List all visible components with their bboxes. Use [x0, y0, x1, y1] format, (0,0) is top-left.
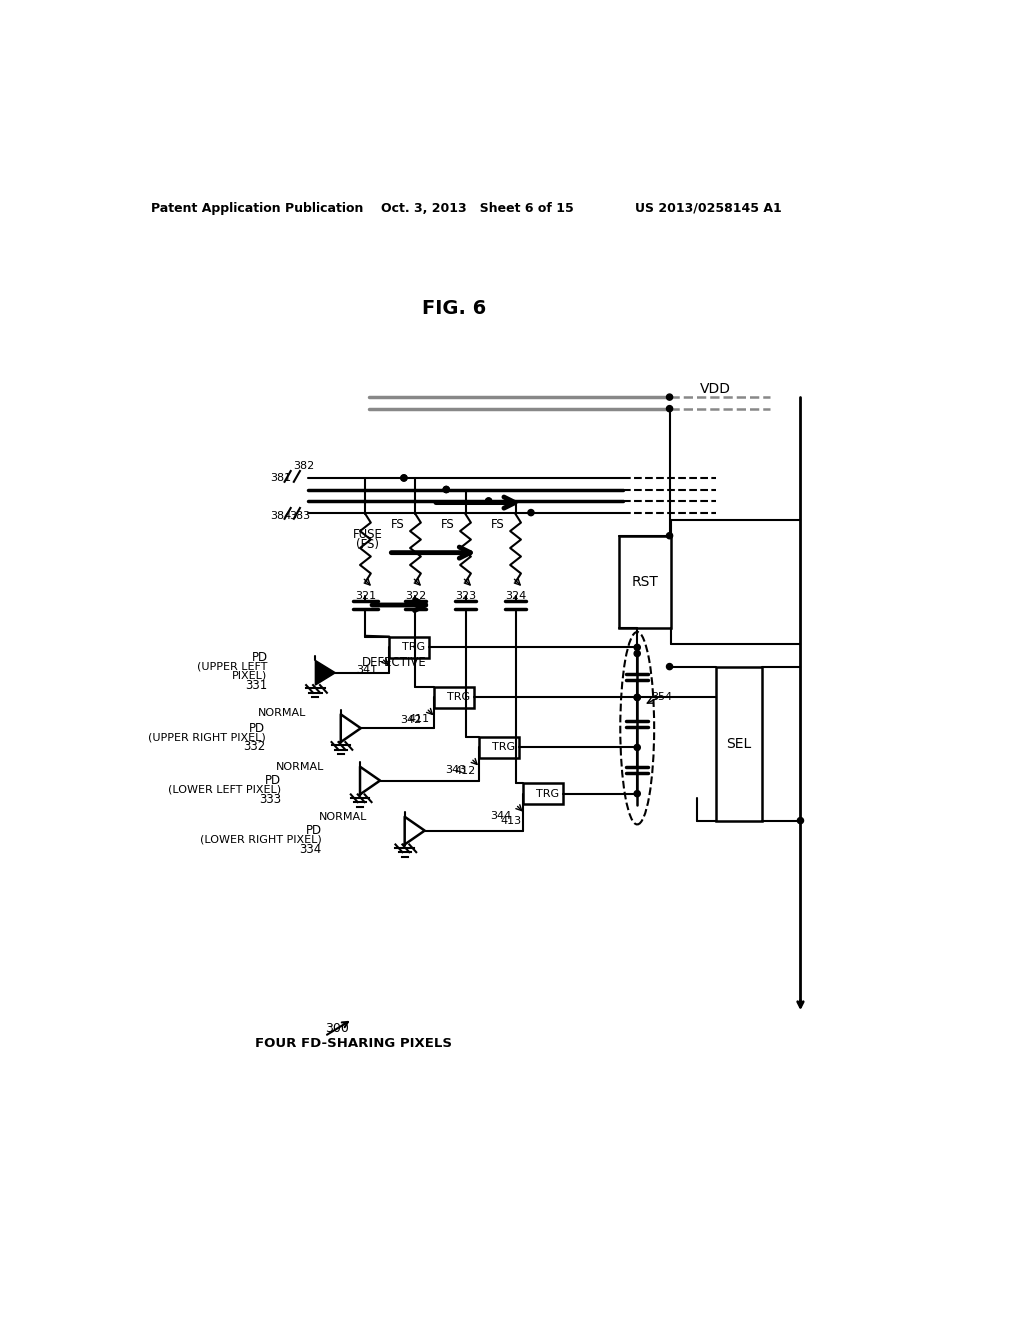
Text: Oct. 3, 2013   Sheet 6 of 15: Oct. 3, 2013 Sheet 6 of 15	[381, 202, 573, 215]
Circle shape	[443, 486, 450, 492]
Text: PIXEL): PIXEL)	[232, 671, 267, 681]
Text: 321: 321	[355, 591, 376, 601]
Text: 412: 412	[455, 766, 475, 776]
Text: VDD: VDD	[700, 383, 731, 396]
Text: 322: 322	[404, 591, 426, 601]
Text: 383: 383	[290, 511, 310, 521]
Text: (LOWER LEFT PIXEL): (LOWER LEFT PIXEL)	[168, 785, 282, 795]
Bar	[478, 737, 518, 758]
Text: 323: 323	[455, 591, 476, 601]
Circle shape	[485, 498, 492, 504]
Circle shape	[667, 395, 673, 400]
Text: PD: PD	[252, 651, 267, 664]
Text: PD: PD	[249, 722, 265, 735]
Text: 382: 382	[293, 462, 314, 471]
Text: TRG: TRG	[537, 788, 559, 799]
Text: US 2013/0258145 A1: US 2013/0258145 A1	[635, 202, 781, 215]
Text: TRG: TRG	[447, 693, 470, 702]
Circle shape	[634, 651, 640, 656]
Text: PD: PD	[265, 774, 282, 787]
Circle shape	[634, 644, 640, 651]
Text: TRG: TRG	[492, 742, 515, 752]
Text: DEFECTIVE: DEFECTIVE	[361, 656, 426, 669]
Circle shape	[443, 486, 450, 492]
Circle shape	[528, 510, 535, 516]
Text: 331: 331	[246, 678, 267, 692]
Circle shape	[400, 475, 407, 480]
Text: FS: FS	[492, 519, 505, 532]
Text: FS: FS	[441, 519, 455, 532]
Text: FIG. 6: FIG. 6	[422, 300, 486, 318]
Circle shape	[634, 694, 640, 701]
Circle shape	[634, 694, 640, 701]
Text: 413: 413	[501, 816, 521, 825]
Text: (LOWER RIGHT PIXEL): (LOWER RIGHT PIXEL)	[200, 834, 322, 845]
Circle shape	[667, 664, 673, 669]
Text: 344: 344	[489, 810, 511, 821]
Text: 411: 411	[409, 714, 429, 723]
Text: RST: RST	[632, 576, 658, 589]
Text: 341: 341	[355, 665, 377, 675]
Text: 354: 354	[651, 693, 672, 702]
Text: (UPPER LEFT: (UPPER LEFT	[198, 661, 267, 672]
Text: 324: 324	[505, 591, 526, 601]
Text: NORMAL: NORMAL	[276, 762, 325, 772]
Circle shape	[400, 475, 407, 480]
Bar	[523, 783, 563, 804]
Text: NORMAL: NORMAL	[258, 708, 306, 718]
Text: NORMAL: NORMAL	[319, 812, 368, 822]
Text: PD: PD	[305, 824, 322, 837]
Circle shape	[634, 791, 640, 797]
Circle shape	[485, 498, 492, 504]
Text: TRG: TRG	[402, 643, 426, 652]
Text: 384: 384	[270, 511, 292, 521]
Text: FUSE: FUSE	[353, 528, 383, 541]
Circle shape	[667, 405, 673, 412]
Bar	[716, 667, 762, 821]
Text: Patent Application Publication: Patent Application Publication	[152, 202, 364, 215]
Text: SEL: SEL	[726, 737, 752, 751]
Text: 381: 381	[270, 473, 291, 483]
Text: (FS): (FS)	[356, 539, 379, 552]
Text: FS: FS	[391, 519, 404, 532]
Bar	[434, 686, 474, 708]
Bar	[618, 536, 671, 628]
Polygon shape	[315, 660, 336, 685]
Text: 300: 300	[325, 1022, 349, 1035]
Text: FOUR FD-SHARING PIXELS: FOUR FD-SHARING PIXELS	[255, 1038, 453, 1051]
Circle shape	[798, 817, 804, 824]
Text: 342: 342	[400, 714, 422, 725]
Text: 334: 334	[299, 842, 322, 855]
Text: (UPPER RIGHT PIXEL): (UPPER RIGHT PIXEL)	[147, 733, 265, 742]
Text: 333: 333	[259, 792, 282, 805]
Text: 332: 332	[243, 741, 265, 754]
Circle shape	[634, 744, 640, 751]
Circle shape	[667, 532, 673, 539]
Bar	[389, 636, 429, 659]
Text: 343: 343	[445, 764, 466, 775]
